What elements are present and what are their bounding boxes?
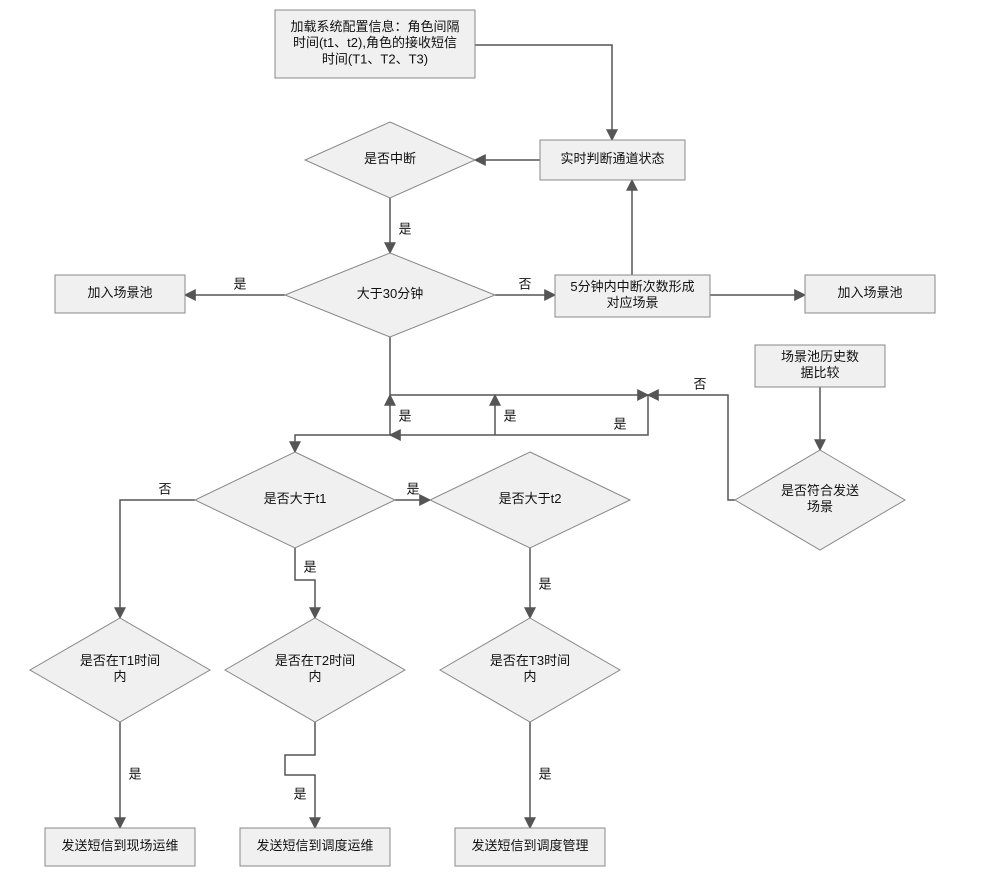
node-n_gtT2: 是否大于t2 [430,452,630,548]
node-n_judge: 实时判断通道状态 [540,140,685,180]
node-n_sms1: 发送短信到现场运维 [45,828,195,866]
node-label: 发送短信到调度运维 [256,838,373,853]
flow-edge [295,435,390,452]
node-n_poolL: 加入场景池 [55,275,185,313]
node-n_hist: 场景池历史数据比较 [755,345,885,387]
node-label: 是否大于t2 [499,491,562,506]
node-n_poolR: 加入场景池 [805,275,935,313]
edge-label: 是 [406,481,419,496]
node-label: 加入场景池 [87,285,152,300]
nodes-layer: 加载系统配置信息：角色间隔时间(t1、t2),角色的接收短信时间(T1、T2、T… [30,10,935,866]
edge-label: 是 [503,408,516,423]
node-n_gtT1: 是否大于t1 [195,452,395,548]
edge-label: 是 [398,221,411,236]
node-n_gt30: 大于30分钟 [285,253,495,337]
edge-label: 是 [398,408,411,423]
node-n_sms3: 发送短信到调度管理 [455,828,605,866]
edge-label: 是 [233,276,246,291]
node-n_fit: 是否符合发送场景 [735,450,905,550]
node-label: 加入场景池 [837,285,902,300]
edge-label: 是 [303,559,316,574]
edge-label: 否 [518,276,531,291]
node-n_isInt: 是否中断 [305,122,475,198]
node-label: 发送短信到调度管理 [471,838,588,853]
flow-edge [390,337,648,395]
edge-label: 是 [293,786,306,801]
node-label: 实时判断通道状态 [560,151,664,166]
node-n_inT2: 是否在T2时间内 [225,618,405,722]
edge-label: 否 [693,376,706,391]
edge-label: 是 [128,766,141,781]
node-label: 是否大于t1 [264,491,327,506]
node-n_sms2: 发送短信到调度运维 [240,828,390,866]
flow-edge [120,500,195,618]
flow-edge [390,395,648,435]
flow-edge [648,395,735,500]
node-n_load: 加载系统配置信息：角色间隔时间(t1、t2),角色的接收短信时间(T1、T2、T… [275,10,475,78]
node-n_inT3: 是否在T3时间内 [440,618,620,722]
edge-label: 是 [613,416,626,431]
edge-label: 是 [538,766,551,781]
node-label: 发送短信到现场运维 [61,838,178,853]
flow-edge [285,722,315,828]
node-label: 是否中断 [364,151,416,166]
node-n_inT1: 是否在T1时间内 [30,618,210,722]
edge-label: 是 [538,576,551,591]
node-n_5min: 5分钟内中断次数形成对应场景 [555,275,710,317]
flow-edge [475,45,612,140]
node-label: 大于30分钟 [357,286,423,301]
edge-label: 否 [158,481,171,496]
